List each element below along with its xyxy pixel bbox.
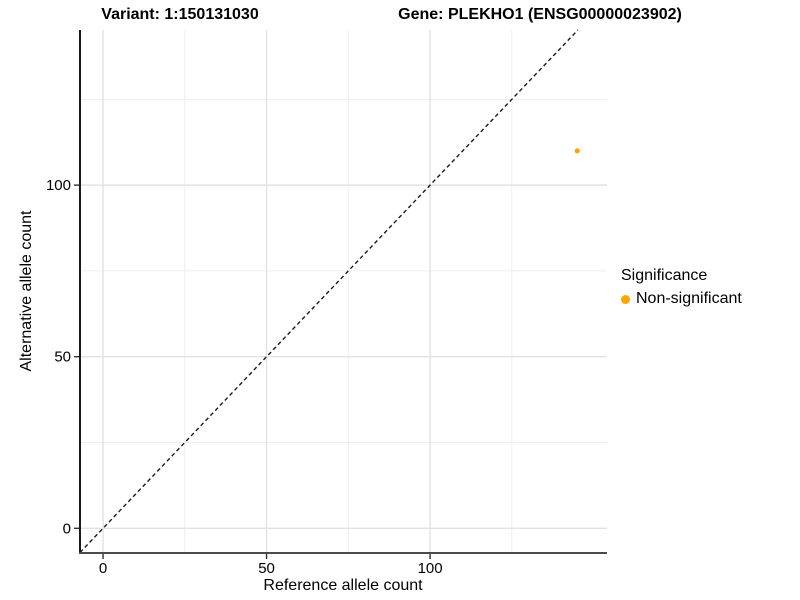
variant-title: Variant: 1:150131030 bbox=[101, 6, 259, 23]
x-tick-label: 100 bbox=[418, 560, 443, 577]
y-axis-title: Alternative allele count bbox=[18, 210, 35, 372]
y-tick-label: 0 bbox=[63, 520, 71, 537]
legend: Significance Non-significant bbox=[621, 267, 742, 308]
x-tick-label: 50 bbox=[258, 560, 275, 577]
data-point bbox=[574, 148, 580, 154]
x-tick-label: 0 bbox=[99, 560, 107, 577]
legend-title: Significance bbox=[621, 267, 708, 284]
y-tick-label: 100 bbox=[46, 177, 71, 194]
legend-point-icon bbox=[621, 294, 630, 304]
legend-item-label: Non-significant bbox=[636, 290, 742, 307]
y-tick-label: 50 bbox=[54, 349, 71, 366]
legend-item: Non-significant bbox=[621, 290, 742, 308]
identity-line bbox=[79, 29, 579, 553]
x-axis-title: Reference allele count bbox=[263, 577, 423, 594]
gene-title: Gene: PLEKHO1 (ENSG00000023902) bbox=[398, 6, 682, 23]
